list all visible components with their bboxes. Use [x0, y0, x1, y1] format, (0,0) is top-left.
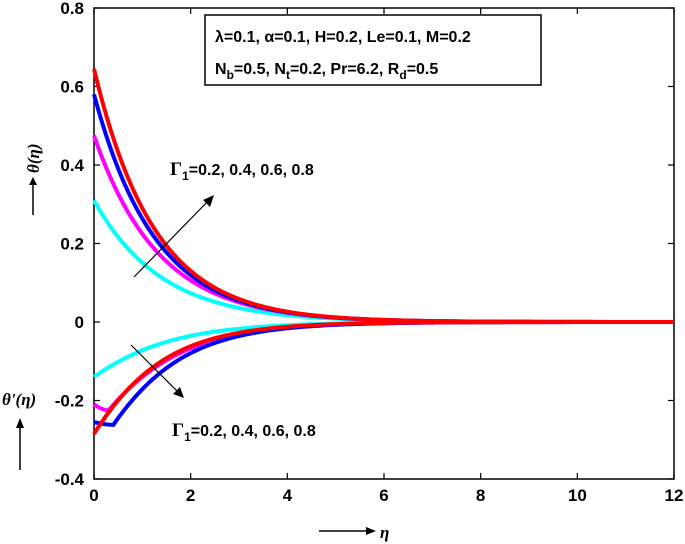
y-tick-label: 0.4	[60, 156, 84, 175]
ylabel-theta-prime-text: θ'(η)	[2, 390, 36, 409]
annotation-theta-arrowhead	[203, 195, 214, 207]
y-tick-label: 0.8	[60, 0, 84, 18]
xlabel: η	[319, 523, 389, 542]
annotation-theta: Γ1=0.2, 0.4, 0.6, 0.8	[133, 159, 314, 278]
y-tick-label: 0.6	[60, 78, 84, 97]
y-tick-label: -0.2	[55, 392, 84, 411]
y-tick-label: 0.2	[60, 235, 84, 254]
ylabel-theta-text: θ(η)	[24, 144, 43, 173]
parameter-box: λ=0.1, α=0.1, H=0.2, Le=0.1, M=0.2 Nb=0.…	[204, 14, 542, 86]
ylabel-theta-arrowhead	[29, 177, 37, 185]
x-tick-label: 0	[89, 486, 98, 505]
xlabel-arrowhead	[366, 527, 376, 535]
series-layer	[92, 68, 674, 435]
annotation-theta-label: Γ1=0.2, 0.4, 0.6, 0.8	[170, 159, 314, 183]
annotation-theta-prime-arrowhead	[173, 387, 184, 398]
annotation-theta-prime-arrow	[130, 344, 182, 396]
x-tick-label: 12	[665, 486, 684, 505]
plot-area	[93, 7, 675, 480]
x-tick-label: 10	[568, 486, 587, 505]
ticks-layer: 0 2 4 6 8 10 12 -0.4 -0.2 0 0.2 0.4 0.6 0.8	[55, 0, 684, 505]
parameter-box-frame	[204, 14, 542, 86]
xlabel-text: η	[380, 523, 389, 542]
annotation-theta-prime-label: Γ1=0.2, 0.4, 0.6, 0.8	[172, 420, 316, 444]
y-tick-label: -0.4	[55, 470, 85, 489]
ylabel-theta-prime-arrowhead	[16, 418, 24, 428]
x-tick-label: 4	[283, 486, 293, 505]
x-tick-label: 2	[186, 486, 195, 505]
annotation-theta-arrow	[133, 197, 212, 278]
x-tick-label: 6	[379, 486, 388, 505]
ylabel-theta: θ(η)	[24, 144, 43, 215]
ylabel-theta-prime: θ'(η)	[2, 390, 36, 470]
y-tick-label: 0	[75, 313, 84, 332]
x-tick-label: 8	[476, 486, 485, 505]
parameter-line-2: Nb=0.5, Nt=0.2, Pr=6.2, Rd=0.5	[215, 61, 438, 82]
theta-prime-series-4	[92, 320, 674, 435]
annotation-theta-prime: Γ1=0.2, 0.4, 0.6, 0.8	[130, 344, 316, 444]
parameter-line-1: λ=0.1, α=0.1, H=0.2, Le=0.1, M=0.2	[215, 29, 471, 46]
